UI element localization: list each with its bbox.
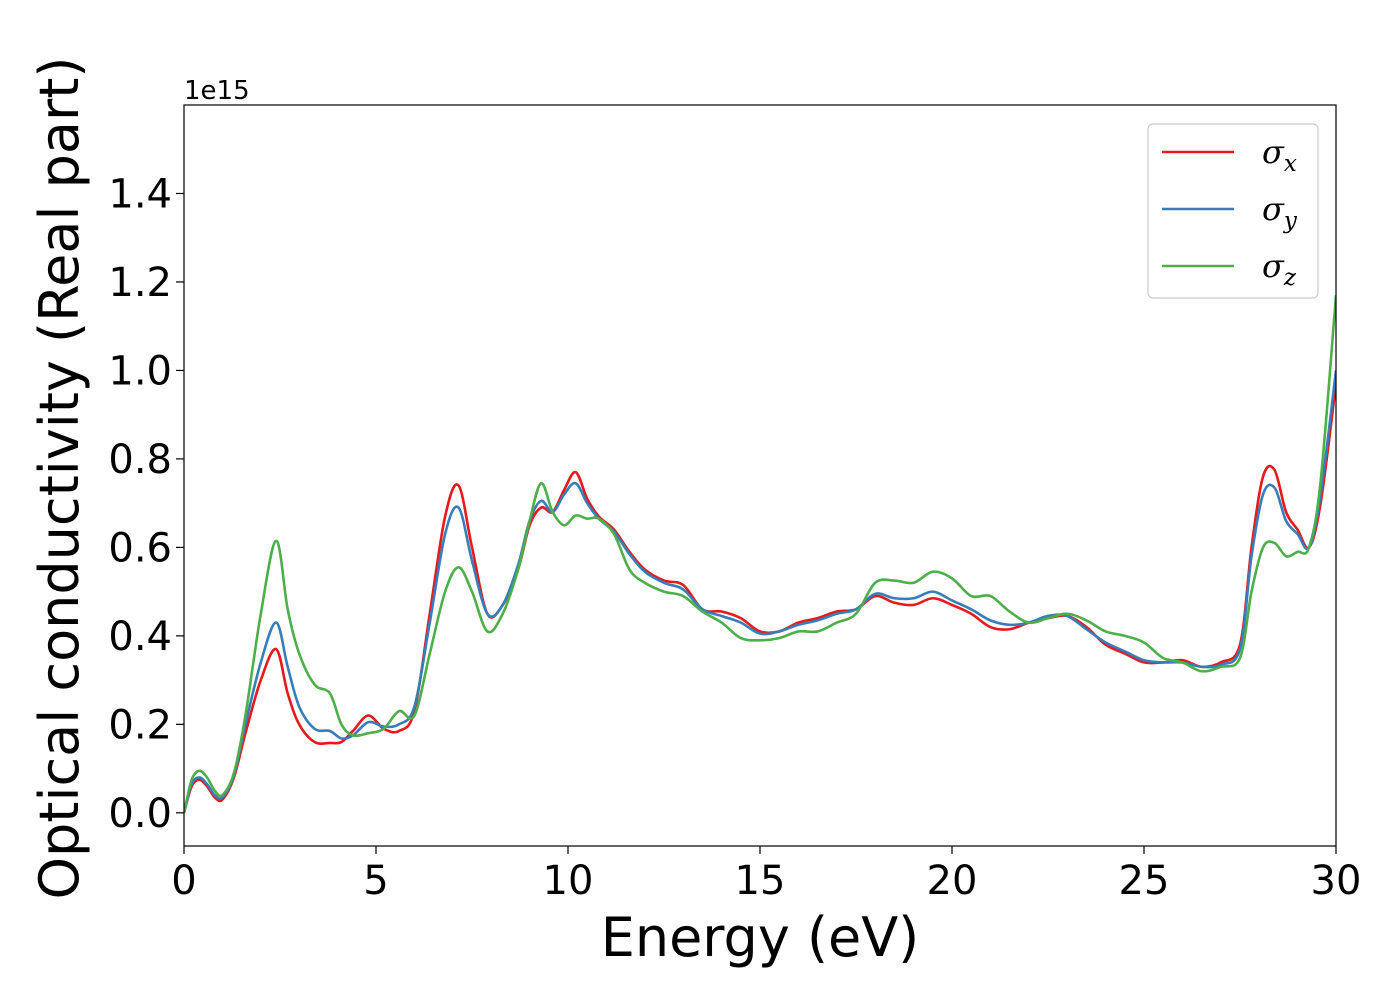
- legend-label-y: σy: [1262, 190, 1298, 234]
- series-layer: [184, 295, 1336, 814]
- x-axis-label: Energy (eV): [601, 906, 920, 969]
- y-tick-label: 0.2: [108, 702, 172, 748]
- x-tick-label: 15: [735, 858, 786, 904]
- y-tick-label: 0.8: [108, 437, 172, 483]
- series-line-y: [184, 370, 1336, 814]
- series-line-z: [184, 295, 1336, 814]
- x-tick-label: 20: [927, 858, 978, 904]
- x-tick-label: 30: [1311, 858, 1362, 904]
- y-tick-label: 1.2: [108, 260, 172, 306]
- y-axis: 0.0 0.2 0.4 0.6 0.8 1.0 1.2 1.4: [108, 171, 184, 837]
- x-tick-label: 10: [543, 858, 594, 904]
- y-tick-label: 1.4: [108, 171, 172, 217]
- x-tick-label: 5: [363, 858, 388, 904]
- legend: σx σy σz: [1147, 123, 1319, 299]
- legend-label-x: σx: [1262, 133, 1297, 177]
- x-tick-label: 0: [171, 858, 196, 904]
- y-tick-label: 0.6: [108, 525, 172, 571]
- x-axis: 0 5 10 15 20 25 30: [171, 846, 1361, 904]
- y-tick-label: 0.4: [108, 614, 172, 660]
- y-tick-label: 1.0: [108, 348, 172, 394]
- y-tick-label: 0.0: [108, 791, 172, 837]
- x-tick-label: 25: [1119, 858, 1170, 904]
- legend-label-z: σz: [1262, 247, 1297, 291]
- y-offset-label: 1e15: [184, 76, 250, 106]
- y-axis-label: Optical conductivity (Real part): [28, 57, 91, 900]
- legend-frame: [1147, 123, 1319, 299]
